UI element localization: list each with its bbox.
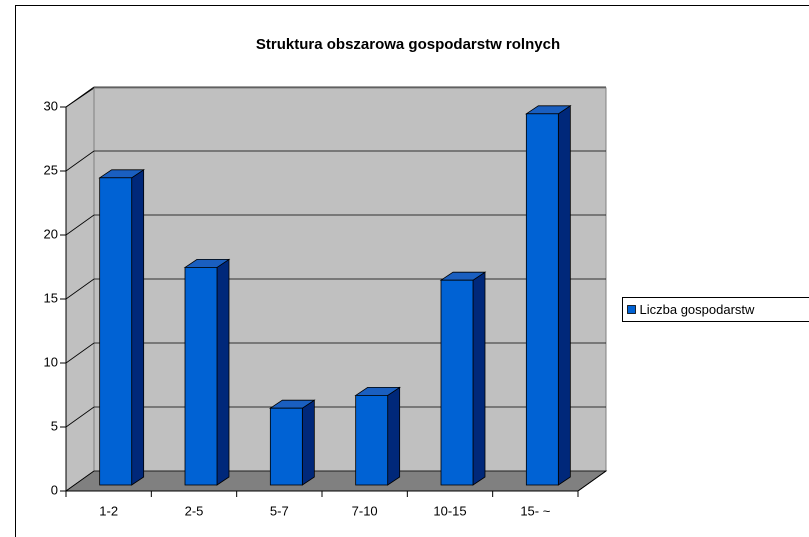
grid-line-side	[65, 278, 95, 300]
bar	[99, 177, 133, 486]
legend-swatch	[627, 305, 636, 314]
bar	[269, 407, 303, 486]
grid-line-side	[65, 342, 95, 364]
floor-edge	[577, 470, 607, 492]
bar	[184, 266, 218, 486]
bar-side	[472, 271, 486, 486]
grid-line-side	[65, 150, 95, 172]
y-tick-label: 0	[51, 482, 58, 497]
bar	[440, 279, 474, 486]
x-tick-label: 5-7	[270, 503, 289, 518]
x-tick-label: 7-10	[352, 503, 378, 518]
bar	[355, 394, 389, 486]
chart-title: Struktura obszarowa gospodarstw rolnych	[256, 36, 560, 53]
legend-label: Liczba gospodarstw	[640, 302, 756, 317]
bar-side	[131, 169, 145, 486]
bar-side	[557, 105, 571, 486]
bar	[525, 113, 559, 486]
x-tick-label: 10-15	[433, 503, 466, 518]
y-tick-label: 5	[51, 418, 58, 433]
grid-line-side	[65, 406, 95, 428]
y-tick-label: 30	[44, 98, 58, 113]
y-tick-label: 20	[44, 226, 58, 241]
y-tick-label: 15	[44, 290, 58, 305]
side-wall	[65, 87, 95, 492]
y-tick-label: 10	[44, 354, 58, 369]
legend	[622, 297, 809, 322]
grid-line-side	[65, 86, 95, 108]
floor	[64, 470, 608, 492]
y-tick-label: 25	[44, 162, 58, 177]
x-tick-label: 1-2	[99, 503, 118, 518]
grid-line-side	[65, 214, 95, 236]
bar-side	[301, 399, 315, 486]
bar-side	[216, 258, 230, 486]
x-tick-label: 2-5	[185, 503, 204, 518]
bar-side	[387, 386, 401, 486]
x-tick-label: 15- ~	[520, 503, 550, 518]
